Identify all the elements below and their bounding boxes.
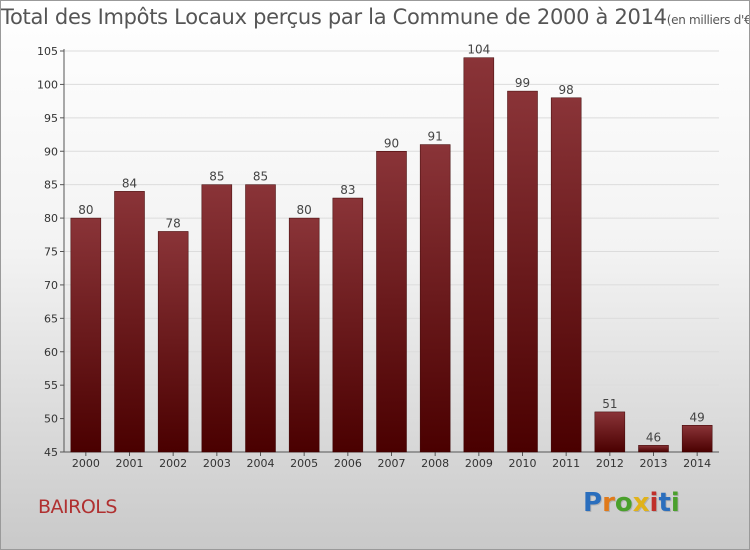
data-label: 84	[122, 176, 137, 190]
bar	[376, 151, 407, 453]
data-label: 46	[646, 430, 661, 444]
data-label: 80	[297, 203, 312, 217]
x-tick-label: 2006	[334, 457, 362, 470]
x-tick-label: 2012	[596, 457, 624, 470]
bar	[288, 217, 320, 453]
data-label: 91	[428, 130, 443, 144]
y-tick-label: 75	[44, 246, 58, 259]
bar	[157, 231, 189, 453]
proxiti-logo[interactable]: Proxiti	[583, 488, 680, 518]
bar	[550, 97, 582, 453]
x-tick-label: 2005	[290, 457, 318, 470]
x-tick-label: 2003	[203, 457, 231, 470]
y-tick-label: 70	[44, 279, 58, 292]
logo-letter: t	[658, 488, 671, 518]
x-tick-label: 2010	[509, 457, 537, 470]
y-tick-label: 85	[44, 179, 58, 192]
x-tick-label: 2001	[116, 457, 144, 470]
data-label: 51	[602, 397, 617, 411]
bar	[201, 184, 233, 453]
y-tick-label: 100	[37, 78, 58, 91]
bar	[507, 90, 538, 453]
y-tick-label: 55	[44, 379, 58, 392]
x-tick-label: 2011	[552, 457, 580, 470]
bar	[114, 191, 145, 453]
commune-name: BAIROLS	[38, 496, 117, 518]
logo-letter: r	[602, 488, 615, 518]
bar	[245, 184, 276, 453]
data-label: 85	[209, 170, 224, 184]
data-label: 99	[515, 76, 530, 90]
data-label: 104	[467, 43, 490, 57]
data-label: 85	[253, 170, 268, 184]
bar	[332, 197, 364, 453]
y-tick-label: 90	[44, 145, 58, 158]
x-tick-label: 2013	[640, 457, 668, 470]
chart-title-unit: (en milliers d'€)	[666, 13, 750, 27]
bar	[681, 425, 713, 453]
data-label: 49	[690, 410, 705, 424]
x-tick-label: 2008	[421, 457, 449, 470]
data-label: 98	[559, 83, 574, 97]
bar	[594, 411, 626, 453]
x-tick-label: 2007	[378, 457, 406, 470]
bar	[419, 144, 451, 453]
x-tick-label: 2004	[247, 457, 275, 470]
data-label: 78	[166, 216, 181, 230]
logo-letter: o	[614, 488, 633, 518]
x-tick-label: 2014	[683, 457, 711, 470]
logo-letter: i	[670, 488, 680, 518]
y-tick-label: 95	[44, 112, 58, 125]
labels: 80 2000 84 2001 78 2002 85 2003 85 2004 80 2005 83 20…	[72, 43, 711, 470]
y-tick-label: 45	[44, 446, 58, 459]
logo-letter: x	[632, 488, 650, 518]
x-tick-label: 2000	[72, 457, 100, 470]
bar	[463, 57, 495, 453]
chart-title-text: Total des Impôts Locaux perçus par la Co…	[1, 5, 667, 29]
logo-letter: P	[583, 488, 603, 518]
logo-letter: i	[649, 488, 659, 518]
x-tick-label: 2009	[465, 457, 493, 470]
y-tick-label: 80	[44, 212, 58, 225]
bar	[638, 445, 669, 453]
y-tick-label: 65	[44, 312, 58, 325]
y-tick-label: 50	[44, 413, 58, 426]
y-tick-label: 60	[44, 346, 58, 359]
chart-title: Total des Impôts Locaux perçus par la Co…	[1, 5, 750, 29]
data-label: 83	[340, 183, 355, 197]
y-tick-label: 105	[37, 45, 58, 58]
data-label: 80	[78, 203, 93, 217]
bars	[70, 57, 713, 453]
x-tick-label: 2002	[159, 457, 187, 470]
bar	[70, 217, 102, 453]
data-label: 90	[384, 136, 399, 150]
